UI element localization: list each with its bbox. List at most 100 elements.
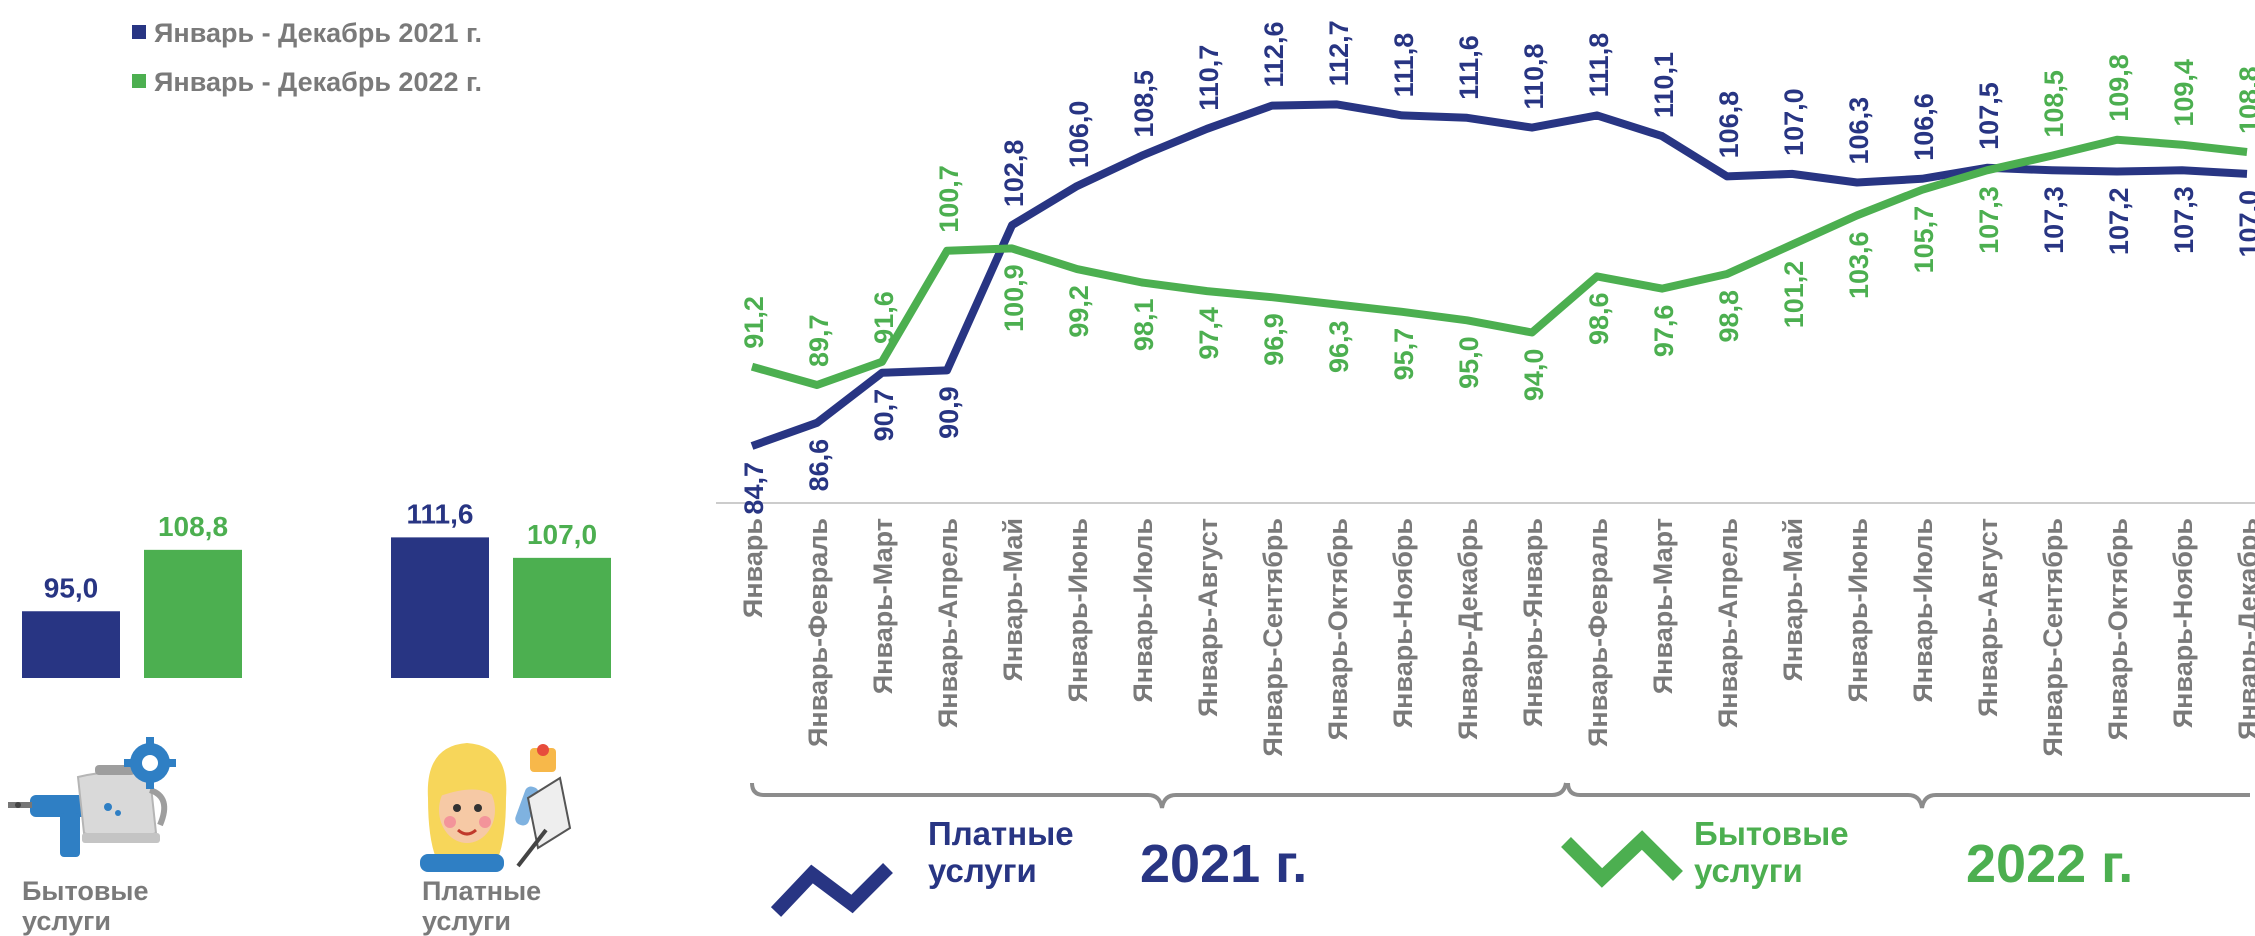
data-label-household: 101,2 bbox=[1779, 261, 1809, 329]
bar-2021-0 bbox=[22, 611, 120, 678]
bar-2021-1 bbox=[391, 537, 489, 678]
category-label-household-line1: Бытовые услуги bbox=[22, 876, 149, 936]
data-label-paid: 102,8 bbox=[999, 140, 1029, 208]
series-line-household bbox=[750, 135, 2248, 389]
bar-value-label: 108,8 bbox=[158, 511, 228, 542]
legend-label-2021: Январь - Декабрь 2021 г. bbox=[154, 18, 482, 48]
x-tick-label: Январь-Декабрь bbox=[2233, 518, 2255, 740]
x-tick-label: Январь-Апрель bbox=[1713, 518, 1743, 728]
data-label-paid: 107,0 bbox=[2234, 190, 2255, 258]
data-label-household: 100,9 bbox=[999, 264, 1029, 332]
data-label-paid: 112,7 bbox=[1324, 20, 1354, 86]
legend-line-household-label1: Бытовые bbox=[1694, 815, 1849, 852]
brace-2022 bbox=[1566, 782, 2250, 809]
data-label-household: 97,6 bbox=[1649, 305, 1679, 358]
data-label-household: 109,8 bbox=[2104, 54, 2134, 122]
data-label-paid: 110,8 bbox=[1519, 44, 1549, 110]
data-label-paid: 110,7 bbox=[1194, 45, 1224, 111]
appliances-repair-icon bbox=[8, 737, 176, 857]
data-label-paid: 111,8 bbox=[1584, 33, 1614, 98]
data-label-household: 96,3 bbox=[1324, 320, 1354, 373]
data-label-household: 94,0 bbox=[1519, 349, 1549, 402]
data-label-household: 103,6 bbox=[1844, 231, 1874, 299]
x-tick-label: Январь-Декабрь bbox=[1453, 518, 1483, 740]
data-label-paid: 110,1 bbox=[1649, 52, 1679, 118]
data-label-paid: 107,0 bbox=[1779, 88, 1809, 156]
data-label-paid: 107,5 bbox=[1974, 82, 2004, 150]
data-label-household: 99,2 bbox=[1064, 285, 1094, 338]
legend-line-paid bbox=[770, 863, 893, 917]
x-tick-label: Январь-Ноябрь bbox=[2168, 518, 2198, 728]
legend-swatch-2022 bbox=[132, 74, 146, 88]
data-label-paid: 106,8 bbox=[1714, 91, 1744, 159]
x-tick-label: Январь-Июль bbox=[1908, 518, 1938, 703]
data-label-household: 97,4 bbox=[1194, 307, 1224, 360]
data-label-paid: 106,3 bbox=[1844, 97, 1874, 165]
data-label-paid: 107,3 bbox=[2169, 186, 2199, 254]
bar-value-label: 111,6 bbox=[407, 498, 474, 529]
legend: Январь - Декабрь 2021 г. Январь - Декабр… bbox=[132, 18, 482, 97]
data-label-paid: 90,9 bbox=[934, 386, 964, 439]
x-tick-label: Январь-Сентябрь bbox=[2038, 518, 2068, 757]
brace-2021 bbox=[750, 782, 1568, 809]
bar-value-label: 95,0 bbox=[44, 572, 99, 603]
x-tick-label: Январь-Сентябрь bbox=[1258, 518, 1288, 757]
data-label-paid: 84,7 bbox=[739, 462, 769, 515]
bar-chart: 95,0 108,8 111,6 107,0 bbox=[22, 498, 611, 678]
data-label-paid: 106,6 bbox=[1909, 93, 1939, 161]
x-tick-label: Январь-Август bbox=[1193, 518, 1223, 717]
legend-line-paid-label1: Платные bbox=[928, 815, 1074, 852]
data-label-household: 98,6 bbox=[1584, 292, 1614, 345]
data-label-household: 107,3 bbox=[1974, 186, 2004, 254]
x-tick-label: Январь-Октябрь bbox=[2103, 518, 2133, 740]
x-tick-label: Январь bbox=[738, 518, 768, 618]
data-label-household: 108,8 bbox=[2234, 66, 2255, 134]
data-label-household: 95,0 bbox=[1454, 336, 1484, 389]
bar-2022-0 bbox=[144, 549, 242, 678]
x-tick-label: Январь-Июнь bbox=[1063, 518, 1093, 702]
x-tick-label: Январь-Июнь bbox=[1843, 518, 1873, 702]
x-tick-label: Январь-Июль bbox=[1128, 518, 1158, 703]
legend-line-household-label2: услуги bbox=[1694, 852, 1803, 889]
category-label-paid-line1: Платные услуги bbox=[422, 876, 541, 936]
x-tick-label: Январь-Апрель bbox=[933, 518, 963, 728]
data-label-paid: 112,6 bbox=[1259, 22, 1289, 88]
data-label-household: 91,6 bbox=[869, 291, 899, 344]
data-label-household: 98,1 bbox=[1129, 299, 1159, 352]
data-label-paid: 106,0 bbox=[1064, 101, 1094, 169]
bar-2022-1 bbox=[513, 557, 611, 678]
data-label-paid: 86,6 bbox=[804, 439, 834, 492]
data-label-paid: 111,6 bbox=[1454, 35, 1484, 100]
year-braces bbox=[750, 782, 2250, 809]
data-label-household: 109,4 bbox=[2169, 59, 2199, 127]
data-label-household: 96,9 bbox=[1259, 313, 1289, 366]
line-legend: Платные услуги 2021 г. Бытовые услуги 20… bbox=[770, 815, 2133, 917]
data-label-household: 100,7 bbox=[934, 165, 964, 233]
x-tick-label: Январь-Август bbox=[1973, 518, 2003, 717]
data-label-household: 91,2 bbox=[739, 296, 769, 349]
year-2021-label: 2021 г. bbox=[1140, 834, 1307, 894]
data-label-household: 95,7 bbox=[1389, 328, 1419, 381]
data-label-household: 105,7 bbox=[1909, 206, 1939, 274]
woman-services-icon bbox=[420, 743, 572, 872]
legend-line-household bbox=[1561, 830, 1683, 888]
x-tick-label: Январь-Ноябрь bbox=[1388, 518, 1418, 728]
x-tick-label: Январь-Февраль bbox=[1583, 518, 1613, 747]
bar-value-label: 107,0 bbox=[527, 519, 597, 550]
x-tick-label: Январь-Февраль bbox=[803, 518, 833, 747]
series-line-paid bbox=[750, 100, 2248, 450]
x-tick-label: Январь-Октябрь bbox=[1323, 518, 1353, 740]
legend-label-2022: Январь - Декабрь 2022 г. bbox=[154, 67, 482, 97]
legend-line-paid-label2: услуги bbox=[928, 852, 1037, 889]
x-tick-label: Январь-Март bbox=[1648, 518, 1678, 694]
data-label-paid: 111,8 bbox=[1389, 33, 1419, 98]
year-2022-label: 2022 г. bbox=[1966, 834, 2133, 894]
x-tick-label: Январь-Май bbox=[1778, 518, 1808, 682]
data-label-paid: 90,7 bbox=[869, 389, 899, 442]
data-label-household: 89,7 bbox=[804, 314, 834, 367]
legend-swatch-2021 bbox=[132, 25, 146, 39]
x-tick-label: Январь-Март bbox=[868, 518, 898, 694]
line-chart: Январь Январь-Февраль Январь-Март Январь-Ап… bbox=[716, 20, 2255, 757]
data-label-paid: 108,5 bbox=[1129, 70, 1159, 138]
